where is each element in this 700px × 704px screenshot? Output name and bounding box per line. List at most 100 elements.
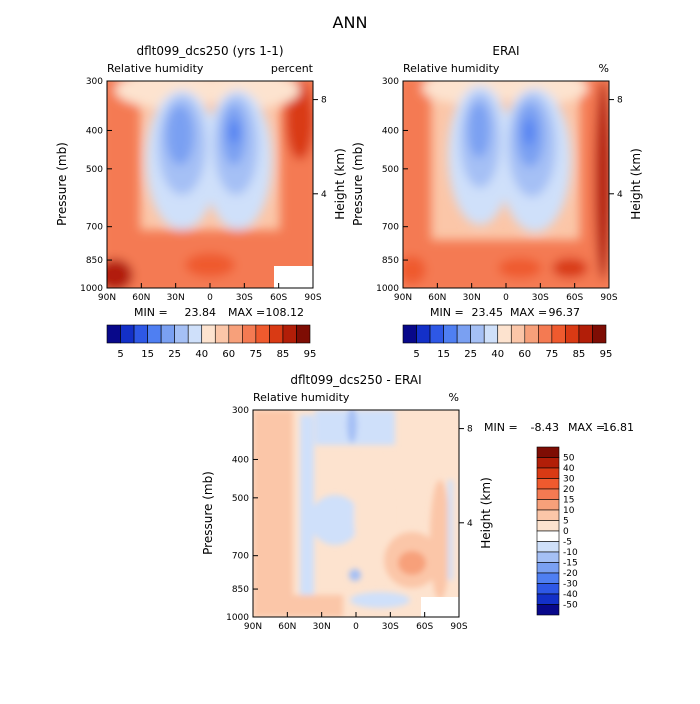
- colorbar-label: 50: [563, 454, 575, 464]
- max-label: MAX =: [228, 306, 265, 319]
- colorbar-label: 15: [437, 349, 450, 360]
- y-tick-label: 500: [232, 494, 249, 504]
- colorbar-swatch: [536, 467, 560, 479]
- units-label: percent: [271, 62, 314, 75]
- colorbar-swatch: [456, 324, 471, 344]
- x-tick-label: 30N: [463, 293, 481, 303]
- x-tick-label: 90N: [244, 622, 262, 632]
- colorbar-label: 0: [563, 527, 569, 537]
- colorbar-swatch: [510, 324, 526, 344]
- colorbar-label: -10: [563, 548, 578, 558]
- colorbar-swatch: [174, 324, 189, 344]
- min-value: 23.45: [472, 306, 504, 319]
- x-tick-label: 60N: [428, 293, 446, 303]
- right-tick-label: 8: [467, 425, 473, 435]
- colorbar-swatch: [536, 530, 560, 542]
- colorbar-label: 5: [117, 349, 123, 360]
- x-tick-label: 90S: [450, 622, 467, 632]
- y-axis-right: 84: [609, 96, 623, 200]
- colorbar-swatch: [551, 324, 566, 344]
- colorbar-swatch: [228, 324, 243, 344]
- colorbar-label: 15: [141, 349, 154, 360]
- colorbar-swatch: [538, 324, 553, 344]
- panel-title: dflt099_dcs250 - ERAI: [290, 373, 421, 387]
- colorbar-label: 40: [491, 349, 504, 360]
- y-tick-label: 300: [232, 406, 249, 416]
- colorbar-swatch: [565, 324, 580, 344]
- colorbar-swatch: [187, 324, 203, 344]
- y-axis-title-left: Pressure (mb): [201, 471, 215, 555]
- colorbar-label: -30: [563, 580, 578, 590]
- colorbar-label: -5: [563, 538, 572, 548]
- x-tick-label: 30N: [313, 622, 331, 632]
- min-label: MIN =: [134, 306, 168, 319]
- colorbar-label: -40: [563, 590, 578, 600]
- colorbar-swatch: [524, 324, 539, 344]
- panel-difference: dflt099_dcs250 - ERAI Relative humidity …: [201, 373, 634, 632]
- y-axis-title-right: Height (km): [629, 148, 643, 219]
- colorbar-swatch: [497, 324, 512, 344]
- y-tick-label: 400: [232, 455, 249, 465]
- min-label: MIN =: [484, 421, 518, 434]
- y-tick-label: 400: [382, 126, 399, 136]
- colorbar-label: 95: [600, 349, 613, 360]
- colorbar-label: -20: [563, 569, 578, 579]
- colorbar-swatch: [536, 457, 560, 469]
- colorbar-swatch: [536, 551, 560, 563]
- colorbar-label: -50: [563, 601, 578, 611]
- colorbar-swatch: [536, 593, 560, 605]
- colorbar-label: 75: [545, 349, 558, 360]
- y-tick-label: 400: [86, 126, 103, 136]
- max-label: MAX =: [568, 421, 605, 434]
- max-value: 16.81: [603, 421, 635, 434]
- colorbar-swatch: [296, 324, 311, 344]
- colorbar-swatch: [536, 488, 560, 500]
- colorbar-swatch: [106, 324, 121, 344]
- y-axis-title-right: Height (km): [479, 477, 493, 548]
- units-label: %: [449, 391, 459, 404]
- variable-label: Relative humidity: [253, 391, 350, 404]
- colorbar-swatch: [201, 324, 216, 344]
- colorbar: 5 15 25 40 60 75 85 95: [402, 324, 613, 360]
- y-tick-label: 850: [232, 585, 249, 595]
- x-tick-label: 90S: [600, 293, 617, 303]
- min-value: 23.84: [185, 306, 217, 319]
- panel-model: dflt099_dcs250 (yrs 1-1) Relative humidi…: [55, 44, 347, 360]
- colorbar-label: 15: [563, 496, 574, 506]
- y-axis-right: 84: [459, 425, 473, 529]
- colorbar-swatch: [536, 541, 560, 553]
- variable-label: Relative humidity: [403, 62, 500, 75]
- colorbar-swatch: [160, 324, 175, 344]
- x-tick-label: 0: [353, 622, 359, 632]
- x-tick-label: 90S: [304, 293, 321, 303]
- x-tick-label: 30S: [236, 293, 253, 303]
- colorbar-swatch: [269, 324, 284, 344]
- colorbar-swatch: [133, 324, 148, 344]
- y-tick-label: 300: [382, 77, 399, 87]
- colorbar-label: 10: [563, 506, 575, 516]
- max-label: MAX =: [510, 306, 547, 319]
- colorbar-label: 95: [304, 349, 317, 360]
- colorbar-swatch: [578, 324, 593, 344]
- colorbar-label: 85: [573, 349, 586, 360]
- x-tick-label: 60N: [132, 293, 150, 303]
- colorbar-swatch: [592, 324, 607, 344]
- panel-title: dflt099_dcs250 (yrs 1-1): [136, 44, 283, 58]
- max-value: 108.12: [266, 306, 305, 319]
- units-label: %: [599, 62, 609, 75]
- x-tick-label: 60N: [278, 622, 296, 632]
- x-tick-label: 30S: [532, 293, 549, 303]
- y-tick-label: 500: [382, 165, 399, 175]
- y-tick-label: 300: [86, 77, 103, 87]
- contour-field: [107, 81, 313, 288]
- colorbar-label: 30: [563, 475, 575, 485]
- colorbar-swatch: [282, 324, 297, 344]
- page-title: ANN: [333, 13, 368, 32]
- colorbar-swatch: [536, 572, 560, 584]
- colorbar: 5 15 25 40 60 75 85 95: [106, 324, 317, 360]
- colorbar-swatch: [416, 324, 431, 344]
- contour-field: [253, 410, 459, 617]
- x-axis: 90N 60N 30N 0 30S 60S 90S: [244, 612, 468, 632]
